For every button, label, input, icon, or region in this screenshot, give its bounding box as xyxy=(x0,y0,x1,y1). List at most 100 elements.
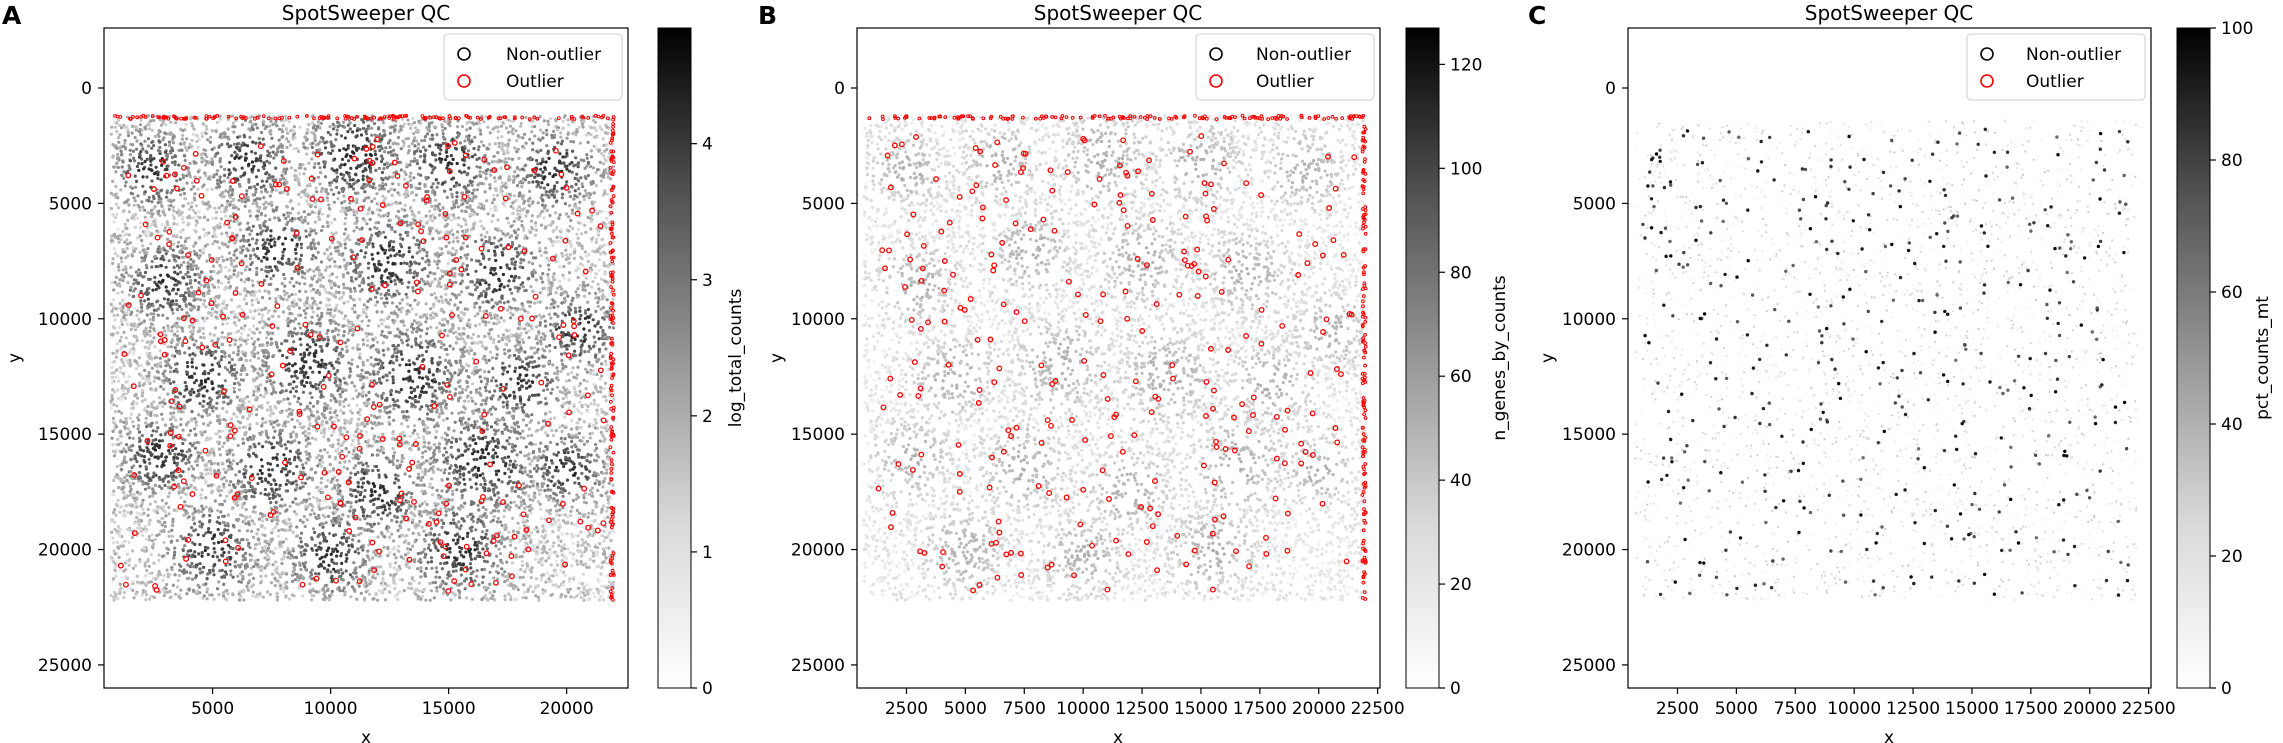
data-point xyxy=(380,322,384,326)
data-point xyxy=(521,429,525,433)
data-point xyxy=(207,568,212,573)
data-point xyxy=(121,310,125,314)
data-point xyxy=(408,163,412,167)
data-point xyxy=(147,538,151,542)
data-point xyxy=(331,149,335,153)
data-point xyxy=(163,524,167,529)
data-point xyxy=(460,410,464,414)
data-point xyxy=(189,279,193,283)
data-point xyxy=(559,142,564,146)
data-point xyxy=(358,297,362,301)
data-point xyxy=(480,238,484,242)
data-point xyxy=(478,165,482,170)
data-point xyxy=(546,484,550,488)
data-point xyxy=(232,142,236,146)
data-point xyxy=(212,269,216,273)
data-point xyxy=(309,289,313,293)
data-point xyxy=(451,323,455,327)
data-point xyxy=(193,278,197,283)
data-point xyxy=(520,365,524,369)
data-point xyxy=(206,552,210,557)
data-point xyxy=(221,343,225,347)
data-point xyxy=(492,490,496,494)
data-point xyxy=(311,121,315,125)
data-point xyxy=(329,321,333,325)
data-point xyxy=(190,526,194,530)
data-point xyxy=(540,193,544,197)
data-point xyxy=(420,455,425,459)
data-point xyxy=(474,441,478,446)
data-point xyxy=(485,427,489,431)
data-point xyxy=(275,518,279,522)
data-point xyxy=(375,202,379,206)
data-point xyxy=(518,398,523,403)
data-point xyxy=(537,330,541,334)
data-point xyxy=(421,247,425,251)
data-point xyxy=(543,166,547,170)
data-point xyxy=(485,377,490,381)
data-point xyxy=(264,361,268,365)
data-point xyxy=(420,256,425,260)
data-point xyxy=(460,493,464,498)
data-point xyxy=(308,381,312,385)
data-point xyxy=(310,304,314,308)
data-point xyxy=(412,176,416,180)
data-point xyxy=(158,505,162,509)
data-point xyxy=(410,123,414,127)
data-point xyxy=(115,464,119,469)
data-point xyxy=(484,532,488,536)
data-point xyxy=(404,292,408,296)
data-point xyxy=(357,584,361,588)
data-point xyxy=(144,229,148,233)
data-point xyxy=(285,473,289,477)
data-point xyxy=(555,554,560,558)
data-point xyxy=(356,485,360,489)
data-point xyxy=(463,488,467,492)
data-point xyxy=(301,466,305,470)
data-point xyxy=(145,568,149,573)
data-point xyxy=(239,594,243,598)
data-point xyxy=(166,237,170,241)
data-point xyxy=(164,501,168,505)
data-point xyxy=(577,586,581,590)
data-point xyxy=(424,320,428,324)
data-point xyxy=(289,199,293,203)
data-point xyxy=(458,465,463,469)
data-point xyxy=(117,325,121,329)
data-point xyxy=(230,193,234,197)
data-point xyxy=(301,163,305,167)
data-point xyxy=(565,253,569,257)
data-point xyxy=(567,257,571,261)
data-point xyxy=(189,205,193,209)
data-point xyxy=(178,486,182,490)
data-point xyxy=(190,201,194,205)
data-point xyxy=(202,319,206,323)
data-point xyxy=(204,173,208,178)
data-point xyxy=(598,350,602,354)
data-point xyxy=(376,572,380,576)
data-point xyxy=(287,120,291,124)
data-point xyxy=(118,339,122,343)
data-point xyxy=(260,471,264,475)
data-point xyxy=(528,584,533,589)
data-point xyxy=(237,142,241,146)
data-point xyxy=(587,565,591,570)
data-point xyxy=(140,162,144,166)
data-point xyxy=(589,227,593,231)
data-point xyxy=(350,543,354,547)
data-point xyxy=(406,233,410,238)
data-point xyxy=(343,199,347,203)
data-point xyxy=(298,258,302,262)
data-point xyxy=(542,388,546,393)
data-point xyxy=(487,162,491,166)
data-point xyxy=(267,173,271,177)
data-point xyxy=(395,358,399,362)
data-point xyxy=(457,327,461,331)
data-point xyxy=(548,213,552,218)
data-point xyxy=(389,280,393,284)
data-point xyxy=(119,463,123,467)
data-point xyxy=(343,163,347,167)
data-point xyxy=(271,122,275,127)
data-point xyxy=(359,133,364,137)
data-point xyxy=(119,237,123,242)
